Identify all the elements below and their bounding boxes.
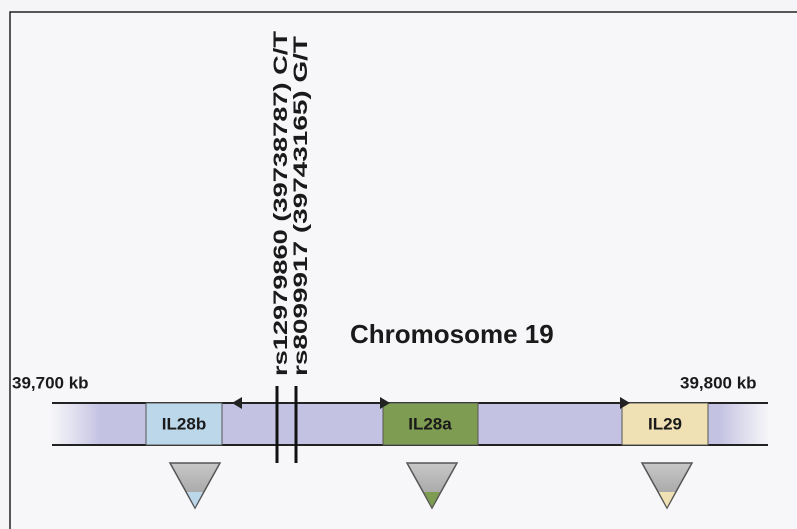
marker <box>640 462 694 510</box>
markers <box>168 462 694 510</box>
genes: IL28b IL28a IL29 <box>145 397 709 446</box>
marker-tip <box>424 492 440 507</box>
direction-arrow <box>232 397 242 409</box>
direction-arrow <box>620 397 630 409</box>
scale-start: 39,700 kb <box>12 373 89 392</box>
gene-label: IL28b <box>162 414 206 433</box>
title: Chromosome 19 <box>350 319 554 349</box>
marker-tip <box>187 492 203 507</box>
scale-end: 39,800 kb <box>680 373 757 392</box>
marker <box>168 462 222 510</box>
frame <box>9 11 797 529</box>
gene-label: IL28a <box>408 414 452 433</box>
gene-label: IL29 <box>648 414 682 433</box>
marker <box>405 462 459 510</box>
snp-label: rs8099917 (39743165) G/T <box>291 35 312 376</box>
gene-box <box>382 402 479 446</box>
direction-arrow <box>380 397 390 409</box>
gene-box <box>145 402 223 446</box>
gene-box <box>621 402 709 446</box>
snps: rs12979860 (39738787) C/T rs8099917 (397… <box>271 30 312 463</box>
snp-label: rs12979860 (39738787) C/T <box>271 30 292 376</box>
marker-tip <box>659 492 675 507</box>
